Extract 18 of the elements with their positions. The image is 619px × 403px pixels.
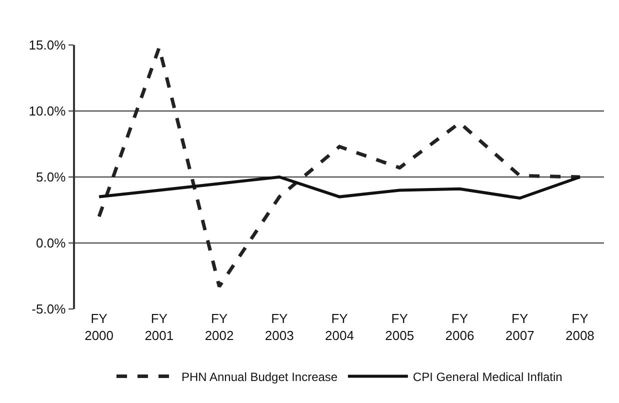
y-tick-label: -5.0%: [32, 302, 66, 317]
y-tick-label: 10.0%: [28, 104, 66, 119]
x-tick-label: FY 2008: [565, 311, 594, 343]
y-tick-label: 5.0%: [36, 170, 66, 185]
x-tick-label: FY 2003: [264, 311, 294, 343]
x-tick-label: FY 2002: [204, 311, 234, 343]
line-series: [97, 46, 582, 288]
x-tick-label: FY 2005: [385, 311, 414, 343]
x-tick-label: FY 2004: [325, 311, 354, 343]
legend-label: CPI General Medical Inflatin: [412, 370, 562, 384]
y-tick-label: 0.0%: [36, 236, 66, 251]
x-tick-label: FY 2000: [84, 311, 114, 343]
x-tick-label: FY 2007: [505, 311, 534, 343]
y-tick-label: 15.0%: [28, 38, 66, 53]
legend-label: PHN Annual Budget Increase: [182, 370, 338, 384]
x-tick-label: FY 2001: [144, 311, 174, 343]
x-tick-label: FY 2006: [445, 311, 474, 343]
line-series: [98, 176, 582, 200]
